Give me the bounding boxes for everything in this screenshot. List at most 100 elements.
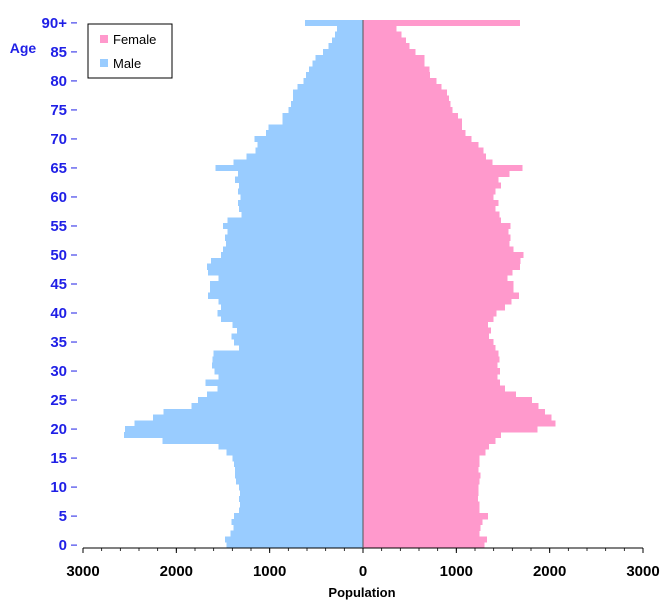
bar-male-age-90: [305, 20, 363, 27]
bar-male-age-19: [124, 431, 363, 439]
bar-male-age-53: [224, 234, 363, 241]
bar-male-age-66: [233, 159, 363, 166]
bar-male-age-52: [225, 240, 363, 247]
y-tick-label: 25: [50, 392, 67, 409]
bar-female-age-80: [363, 78, 437, 85]
bar-female-age-26: [363, 391, 517, 398]
x-tick-label: 0: [359, 563, 367, 580]
y-axis-label: Age: [10, 40, 37, 56]
bar-male-age-9: [239, 489, 363, 497]
bar-female-age-66: [363, 159, 493, 166]
bar-female-age-75: [363, 107, 453, 114]
bar-female-age-41: [363, 304, 505, 311]
bar-male-age-32: [212, 356, 363, 363]
bar-male-age-12: [235, 472, 363, 479]
bar-female-age-72: [363, 124, 462, 131]
bar-male-age-63: [235, 176, 363, 183]
bar-male-age-65: [215, 165, 363, 172]
bar-male-age-30: [214, 368, 363, 375]
bar-female-age-49: [363, 257, 521, 265]
bar-female-age-48: [363, 263, 520, 270]
bar-female-age-31: [363, 362, 498, 369]
bar-male-age-69: [257, 141, 363, 148]
bar-male-age-43: [208, 292, 363, 299]
bar-male-age-72: [268, 124, 363, 131]
bar-female-age-13: [363, 466, 479, 473]
bar-female-age-1: [363, 536, 488, 543]
bar-female-age-33: [363, 350, 499, 357]
bar-male-age-36: [231, 333, 363, 340]
bar-female-age-2: [363, 530, 480, 537]
bar-female-age-16: [363, 449, 486, 456]
bar-female-age-0: [363, 542, 485, 549]
bar-female-age-7: [363, 501, 480, 508]
bar-female-age-62: [363, 182, 502, 189]
bar-male-age-25: [197, 397, 363, 404]
x-tick-label: 2000: [160, 563, 193, 580]
y-tick-label: 75: [50, 102, 67, 119]
bar-female-age-51: [363, 246, 514, 253]
bar-male-age-46: [218, 275, 363, 282]
bar-male-age-87: [332, 37, 363, 44]
bar-female-age-21: [363, 420, 556, 427]
male-series: [124, 20, 363, 549]
bar-male-age-78: [293, 89, 363, 96]
bar-female-age-20: [363, 426, 538, 433]
y-tick-label: 40: [50, 305, 67, 322]
x-tick-label: 3000: [66, 563, 99, 580]
legend-swatch-female: [100, 35, 108, 43]
bar-male-age-5: [234, 513, 363, 520]
bar-female-age-6: [363, 507, 480, 514]
bar-female-age-61: [363, 188, 496, 195]
bar-female-age-40: [363, 310, 497, 317]
bar-female-age-84: [363, 54, 425, 61]
bar-female-age-58: [363, 205, 496, 212]
y-tick-label: 30: [50, 363, 67, 380]
bar-male-age-44: [209, 286, 363, 294]
bar-female-age-45: [363, 281, 514, 288]
bar-male-age-59: [237, 199, 363, 207]
bar-female-age-36: [363, 333, 489, 340]
bar-male-age-6: [238, 507, 363, 514]
bar-male-age-27: [217, 385, 363, 392]
legend: Female Male: [87, 23, 173, 79]
bar-female-age-54: [363, 228, 509, 236]
bar-male-age-37: [237, 327, 363, 334]
y-tick-label: 70: [50, 131, 67, 148]
bar-male-age-58: [238, 205, 363, 212]
bar-male-age-55: [223, 223, 363, 230]
bar-female-age-87: [363, 37, 406, 44]
y-tick-label: 50: [50, 247, 67, 264]
bar-female-age-85: [363, 49, 416, 56]
bar-female-age-11: [363, 478, 480, 485]
x-tick-label: 2000: [533, 563, 566, 580]
bar-female-age-70: [363, 136, 472, 143]
bar-female-age-35: [363, 339, 494, 346]
bar-male-age-79: [297, 83, 363, 90]
bar-female-age-73: [363, 118, 462, 125]
bar-female-age-4: [363, 518, 483, 526]
bar-female-age-24: [363, 402, 539, 410]
bar-female-age-77: [363, 95, 449, 102]
bar-female-age-37: [363, 327, 491, 334]
bar-male-age-0: [226, 542, 363, 549]
bar-male-age-68: [255, 147, 363, 154]
bar-male-age-75: [288, 107, 363, 114]
y-tick-label: 65: [50, 160, 67, 177]
bar-female-age-82: [363, 66, 430, 73]
axes: [71, 20, 644, 553]
y-tick-label: 80: [50, 73, 67, 90]
y-tick-label: 0: [59, 537, 67, 554]
bar-female-age-63: [363, 176, 499, 183]
bar-male-age-31: [211, 362, 363, 369]
bar-female-age-8: [363, 495, 478, 502]
bar-male-age-57: [241, 211, 363, 218]
bar-female-age-32: [363, 356, 500, 363]
bar-female-age-27: [363, 385, 505, 392]
bar-male-age-11: [236, 478, 363, 485]
x-tick-labels: 3000 2000 1000 0 1000 2000 3000: [66, 563, 659, 580]
legend-label-male: Male: [113, 56, 141, 71]
bar-male-age-71: [265, 130, 363, 137]
bar-female-age-79: [363, 83, 442, 90]
bar-male-age-21: [134, 420, 363, 427]
